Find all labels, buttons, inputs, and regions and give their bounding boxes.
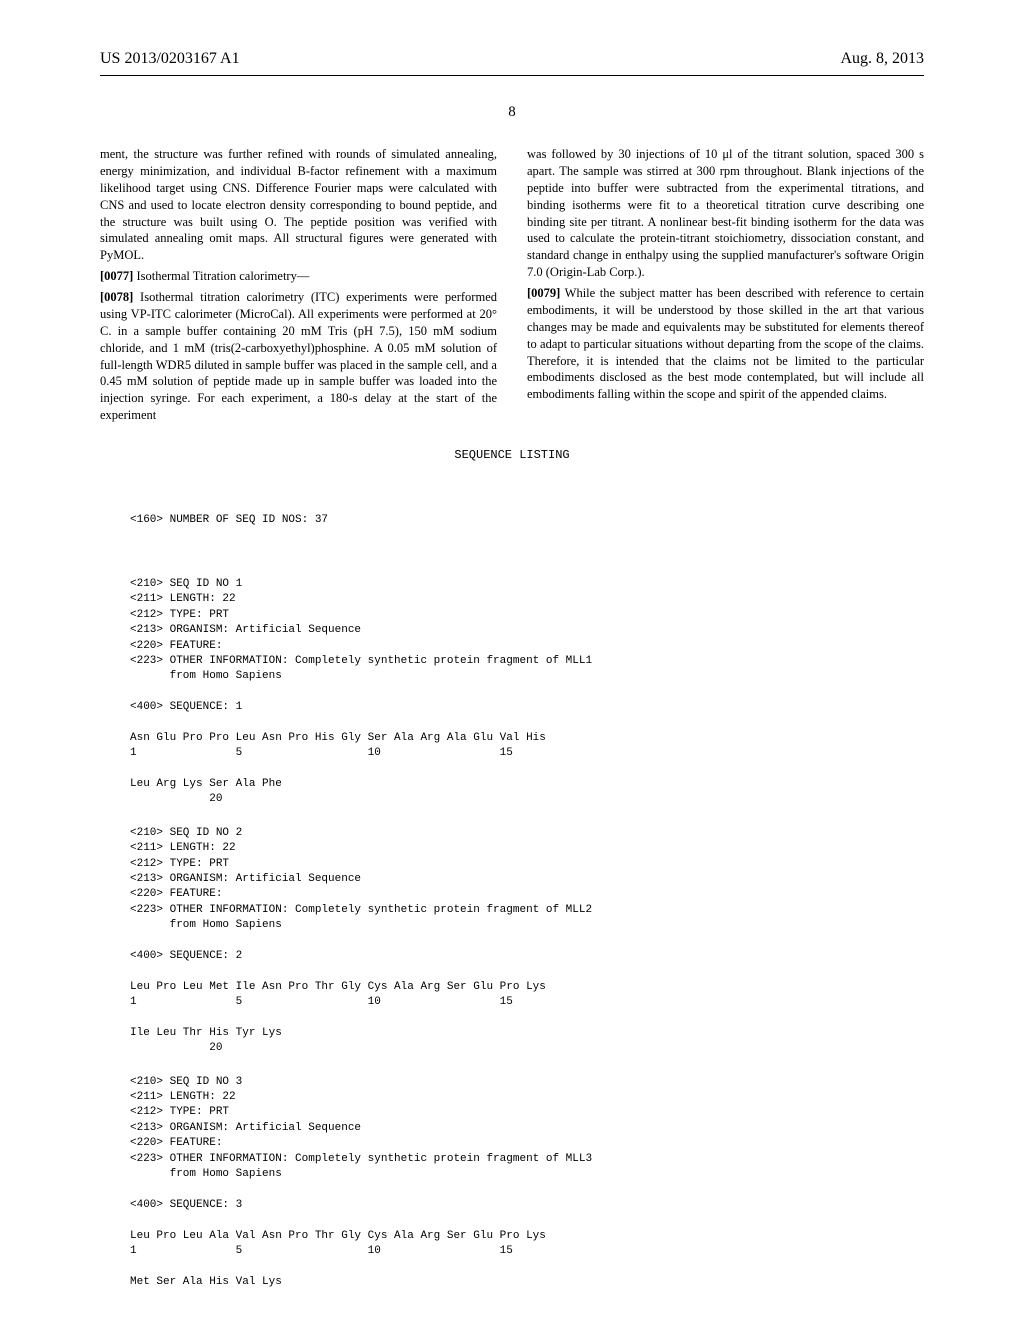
- left-column: ment, the structure was further refined …: [100, 146, 497, 428]
- sequence-entry: <210> SEQ ID NO 1 <211> LENGTH: 22 <212>…: [130, 577, 924, 808]
- paragraph-0077: [0077] Isothermal Titration calorimetry—: [100, 268, 497, 285]
- page-header: US 2013/0203167 A1 Aug. 8, 2013: [100, 50, 924, 70]
- paragraph-0078: [0078] Isothermal titration calorimetry …: [100, 289, 497, 424]
- sequence-entry: <210> SEQ ID NO 2 <211> LENGTH: 22 <212>…: [130, 826, 924, 1057]
- paragraph-number: [0079]: [527, 286, 560, 300]
- paragraph-continuation: ment, the structure was further refined …: [100, 146, 497, 264]
- paragraph-0079: [0079] While the subject matter has been…: [527, 285, 924, 403]
- publication-number: US 2013/0203167 A1: [100, 50, 240, 68]
- seq-header-160: <160> NUMBER OF SEQ ID NOS: 37: [130, 513, 924, 528]
- sequence-listing-title: SEQUENCE LISTING: [100, 448, 924, 462]
- page-number: 8: [100, 104, 924, 121]
- publication-date: Aug. 8, 2013: [840, 50, 924, 68]
- paragraph-text: Isothermal Titration calorimetry—: [133, 269, 309, 283]
- right-column: was followed by 30 injections of 10 μl o…: [527, 146, 924, 428]
- sequence-entries-container: <210> SEQ ID NO 1 <211> LENGTH: 22 <212>…: [130, 577, 924, 1290]
- paragraph-text: While the subject matter has been descri…: [527, 286, 924, 401]
- sequence-entry: <210> SEQ ID NO 3 <211> LENGTH: 22 <212>…: [130, 1075, 924, 1290]
- paragraph-continuation: was followed by 30 injections of 10 μl o…: [527, 146, 924, 281]
- paragraph-number: [0077]: [100, 269, 133, 283]
- sequence-listing-block: <160> NUMBER OF SEQ ID NOS: 37 <210> SEQ…: [130, 482, 924, 1324]
- header-divider: [100, 75, 924, 76]
- paragraph-number: [0078]: [100, 290, 133, 304]
- paragraph-text: Isothermal titration calorimetry (ITC) e…: [100, 290, 497, 422]
- body-columns: ment, the structure was further refined …: [100, 146, 924, 428]
